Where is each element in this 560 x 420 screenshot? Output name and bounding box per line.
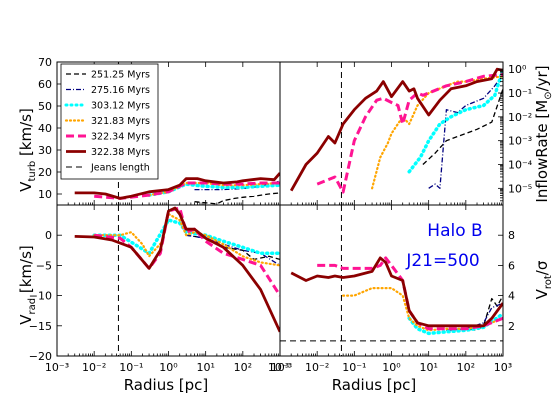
- ylabel-vturb-main: V: [17, 181, 35, 192]
- legend-label: 322.38 Myrs: [91, 147, 150, 158]
- series-line: [289, 67, 503, 192]
- y-tick-label: 8: [508, 229, 515, 242]
- series-line: [186, 234, 280, 266]
- panel-inflow: 10⁰ 10⁻¹ 10⁻² 10⁻³ 10⁻⁴ 10⁻⁵: [279, 61, 533, 206]
- legend-box: [60, 63, 159, 180]
- series-line: [342, 287, 503, 332]
- ylabel-vturb: Vturb [km/s]: [17, 108, 38, 192]
- series-line: [147, 182, 280, 197]
- series-line: [407, 311, 503, 336]
- series-group: [74, 206, 280, 333]
- x-tick-label: 10⁰: [159, 361, 178, 374]
- y-tick-label: −15: [29, 320, 52, 333]
- panel-vrot: 2 4 6 8 10⁻³ 10⁻² 10⁻¹ 10⁰ 10¹ 10² 10³: [268, 204, 515, 374]
- ylabel-vrad-rest: [km/s]: [17, 245, 35, 298]
- y-tick-label: 30: [38, 144, 52, 157]
- ylabel-inflow: InflowRate [M⊙/yr]: [533, 65, 554, 202]
- legend-label: 275.16 Myrs: [91, 85, 150, 96]
- ylabel-vturb-rest: [km/s]: [17, 108, 35, 161]
- legend-label: 322.34 Myrs: [91, 132, 150, 143]
- series-line: [74, 172, 280, 200]
- x-tick-label: 10⁻²: [305, 361, 329, 374]
- x-tick-label: 10³: [271, 361, 289, 374]
- series-line: [94, 206, 280, 297]
- y-tick-label: 20: [38, 166, 52, 179]
- y-tick-label: 10⁻¹: [508, 87, 532, 100]
- ylabel-vrot: Vrot/σ: [533, 260, 554, 299]
- y-tick-label: 50: [38, 100, 52, 113]
- x-tick-label: 10⁰: [382, 361, 401, 374]
- y-tick-label: 10⁰: [508, 63, 527, 76]
- ylabel-vrad-main: V: [17, 314, 35, 325]
- y-tick-label: 4: [508, 290, 515, 303]
- series-line: [92, 218, 280, 256]
- ylabel-vrot-main: V: [533, 288, 551, 299]
- legend-label: 303.12 Myrs: [91, 101, 150, 112]
- x-tick-label: 10¹: [196, 361, 214, 374]
- x-tick-label: 10²: [234, 361, 252, 374]
- ylabel-vturb-sub: turb: [27, 161, 38, 182]
- x-tick-label: 10⁻³: [45, 361, 69, 374]
- ylabel-inflow-rest: /yr]: [533, 65, 551, 91]
- y-tick-label: 60: [38, 78, 52, 91]
- y-tick-label: 2: [508, 320, 515, 333]
- annotation-halo: Halo B: [427, 221, 482, 241]
- panels-layer: 10 20 30 40 50 60 70 10⁰ 10⁻¹ 10⁻² 10⁻³ 10⁻⁴ 10⁻⁵ 0 −5…: [29, 56, 533, 374]
- y-tick-label: 10: [38, 188, 52, 201]
- ylabel-vrad-sub: rad: [27, 298, 38, 315]
- y-tick-label: −10: [29, 290, 52, 303]
- series-group: [289, 67, 503, 194]
- series-line: [316, 73, 503, 194]
- x-tick-label: 10³: [494, 361, 512, 374]
- y-tick-label: 6: [508, 259, 515, 272]
- legend-label: Jeans length: [90, 163, 150, 174]
- series-group: [290, 256, 503, 336]
- y-tick-label: −5: [36, 259, 52, 272]
- ylabel-inflow-main: InflowRate [M: [533, 100, 551, 203]
- annotation-j21: J21=500: [405, 251, 479, 271]
- x-tick-label: 10⁻¹: [342, 361, 366, 374]
- x-tick-label: 10²: [457, 361, 475, 374]
- y-tick-label: 10⁻³: [508, 135, 532, 148]
- series-line: [74, 206, 280, 333]
- series-line: [428, 74, 503, 189]
- series-line: [317, 256, 503, 331]
- legend-label: 321.83 Myrs: [91, 116, 150, 127]
- y-tick-label: 70: [38, 56, 52, 69]
- x-tick-label: 10⁻²: [82, 361, 106, 374]
- panel-vturb: 10 20 30 40 50 60 70: [38, 56, 281, 206]
- x-tick-label: 10⁻³: [268, 361, 292, 374]
- series-line: [407, 67, 503, 174]
- series-line: [194, 192, 280, 205]
- series-line: [93, 213, 280, 267]
- series-line: [422, 88, 503, 165]
- ylabel-vrot-rest: /σ: [533, 260, 551, 275]
- x-tick-label: 10⁻¹: [119, 361, 143, 374]
- y-tick-label: 10⁻⁴: [508, 159, 533, 172]
- axes-frame: [56, 204, 281, 357]
- legend-label: 251.25 Myrs: [91, 70, 150, 81]
- series-group: [74, 172, 280, 205]
- y-tick-label: 0: [45, 229, 52, 242]
- y-tick-label: 10⁻⁵: [508, 182, 532, 195]
- ylabel-inflow-sub: ⊙: [543, 91, 554, 99]
- x-axis-label-left: Radius [pc]: [124, 376, 209, 394]
- legend: 251.25 Myrs 275.16 Myrs 303.12 Myrs 321.83 …: [60, 63, 159, 180]
- y-tick-label: 10⁻²: [508, 111, 532, 124]
- y-tick-label: −20: [29, 350, 52, 363]
- y-tick-label: 40: [38, 122, 52, 135]
- series-line: [290, 256, 503, 328]
- ylabel-vrad: Vrad [km/s]: [17, 245, 38, 325]
- x-axis-label-right: Radius [pc]: [332, 376, 417, 394]
- x-tick-label: 10¹: [419, 361, 437, 374]
- ylabel-vrot-sub: rot: [543, 275, 554, 289]
- series-line: [371, 75, 503, 190]
- legend-items: 251.25 Myrs 275.16 Myrs 303.12 Myrs 321.83 …: [64, 70, 150, 174]
